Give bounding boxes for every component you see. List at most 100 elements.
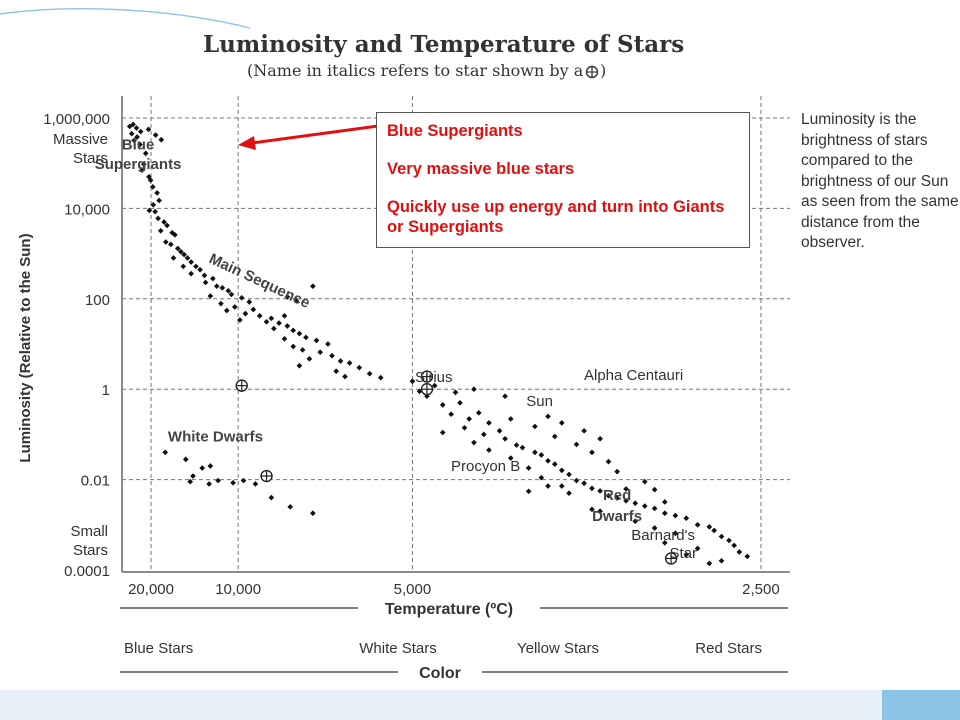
star-point <box>284 294 291 300</box>
star-point <box>439 402 446 408</box>
star-point <box>605 458 612 465</box>
named-stars: Sirius Alpha Centauri Sun Procyon B Barnard'… <box>235 367 697 565</box>
star-point <box>131 137 138 144</box>
x-tick-label: 5,000 <box>394 581 432 598</box>
y-axis-title: Luminosity (Relative to the Sun) <box>17 233 34 462</box>
star-point <box>731 542 737 549</box>
star-point <box>238 295 245 301</box>
star-point <box>641 503 648 509</box>
star-point <box>614 495 620 501</box>
star-point <box>452 389 459 396</box>
star-point <box>377 374 384 381</box>
star-point <box>558 483 565 489</box>
region-label: Supergiants <box>95 156 182 173</box>
star-point <box>228 291 235 298</box>
star-point <box>589 506 595 513</box>
star-point <box>154 190 160 196</box>
star-point <box>152 208 158 215</box>
star-point <box>532 449 538 456</box>
star-point <box>525 488 532 495</box>
decor-swoosh <box>0 8 251 29</box>
callout-line-3: Quickly use up energy and turn into Gian… <box>387 198 725 236</box>
y-bottom-label-line1: Small <box>70 523 108 540</box>
color-axis-title: Color <box>419 665 461 682</box>
chart-title: Luminosity and Temperature of Stars <box>203 31 684 58</box>
star-point <box>551 433 558 440</box>
callout-line-2: Very massive blue stars <box>387 160 575 178</box>
star-point <box>250 306 257 313</box>
star-point <box>219 284 226 291</box>
star-point <box>187 478 194 485</box>
star-point <box>545 483 551 489</box>
star-point <box>581 427 587 434</box>
star-point <box>287 503 294 510</box>
star-point <box>496 427 503 434</box>
star-point <box>448 411 454 418</box>
star-point <box>155 215 161 222</box>
star-point <box>271 325 277 332</box>
star-point <box>242 310 249 317</box>
star-point <box>188 270 194 277</box>
callout-box: Blue Supergiants Very massive blue stars… <box>376 112 750 248</box>
star-point <box>507 455 514 461</box>
named-star-label: Sun <box>526 393 553 410</box>
star-point <box>237 317 243 323</box>
star-point <box>147 177 154 184</box>
star-point <box>545 458 551 464</box>
color-category-label: Blue Stars <box>124 640 193 657</box>
star-point <box>310 510 316 517</box>
star-point <box>296 362 303 369</box>
star-point <box>225 288 232 294</box>
star-point <box>706 560 713 567</box>
data-points <box>126 121 751 567</box>
star-point <box>303 334 309 341</box>
star-point <box>306 355 313 362</box>
star-point <box>486 420 492 426</box>
star-point <box>744 553 751 560</box>
star-point <box>461 424 468 431</box>
star-point <box>178 248 184 255</box>
star-point <box>661 539 668 546</box>
region-label: Blue <box>122 137 155 154</box>
star-point <box>480 431 487 438</box>
star-point <box>162 449 169 456</box>
y-tick-label: 100 <box>85 292 110 309</box>
callout-arrow <box>238 124 379 150</box>
y-tick-labels: 1,000,000 10,000 100 1 0.01 0.0001 <box>43 111 110 580</box>
y-top-label-line2: Stars <box>73 150 108 167</box>
star-point <box>558 467 565 474</box>
star-point <box>651 486 658 493</box>
star-point <box>145 126 152 133</box>
chart-subtitle-part2: ) <box>600 61 606 80</box>
star-point <box>142 150 149 157</box>
star-point <box>466 416 472 422</box>
callout-title: Blue Supergiants <box>387 122 523 140</box>
star-point <box>182 456 189 463</box>
star-point <box>366 370 373 377</box>
star-point <box>210 275 216 282</box>
star-point <box>597 435 603 442</box>
star-point <box>139 167 145 174</box>
star-point <box>581 480 587 487</box>
star-point <box>149 184 156 190</box>
star-point <box>230 479 236 486</box>
star-point <box>181 251 187 258</box>
luminosity-definition: Luminosity is the brightness of stars co… <box>801 111 959 251</box>
star-point <box>439 429 446 436</box>
star-point <box>431 382 438 389</box>
star-point <box>573 477 580 484</box>
decor-bottom-bar <box>0 690 960 720</box>
star-point <box>605 492 612 499</box>
star-point <box>694 545 701 552</box>
star-point <box>290 343 297 350</box>
x-axis-title: Temperature (ºC) <box>385 601 513 618</box>
star-point <box>694 521 701 528</box>
star-point <box>718 557 725 564</box>
star-point <box>190 473 196 479</box>
star-point <box>290 327 297 334</box>
star-point <box>240 477 247 484</box>
named-star-label: Barnard's <box>631 527 695 544</box>
star-point <box>246 299 253 305</box>
star-point <box>507 416 514 422</box>
